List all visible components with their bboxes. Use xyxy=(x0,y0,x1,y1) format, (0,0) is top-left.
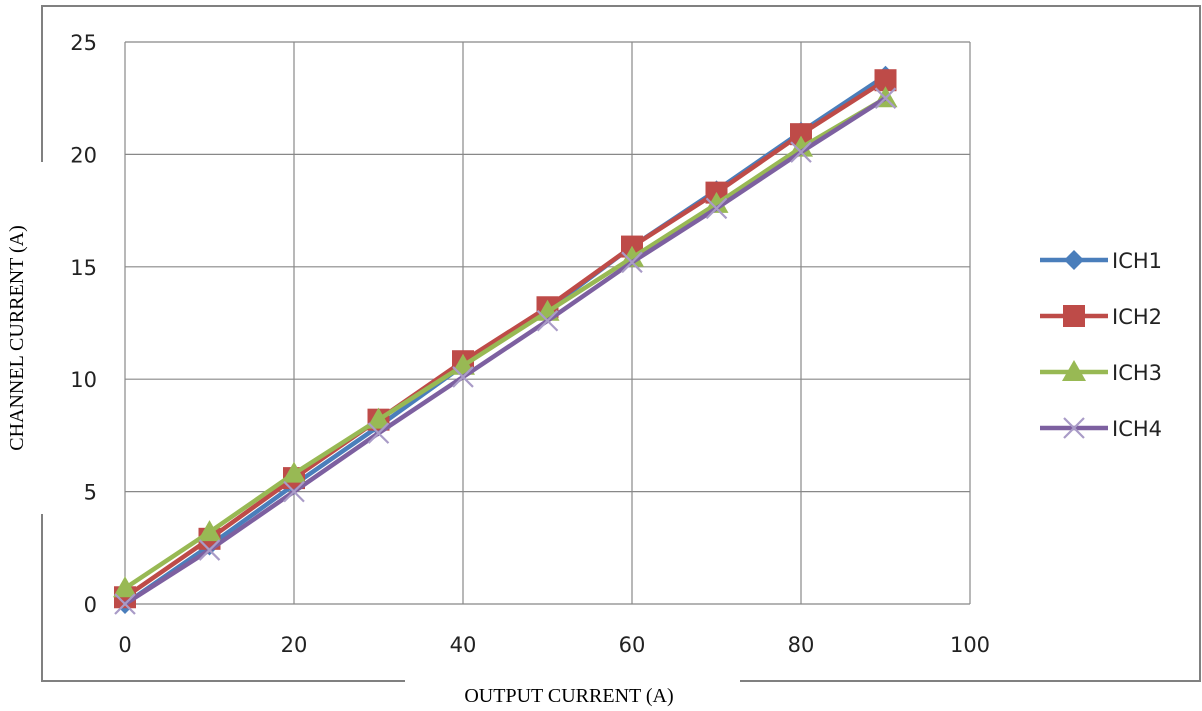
legend-marker xyxy=(1063,305,1085,327)
legend-marker xyxy=(1064,250,1084,270)
legend-label: ICH1 xyxy=(1112,249,1162,273)
y-tick-label: 0 xyxy=(84,593,97,617)
data-point-ich4 xyxy=(790,141,812,163)
data-point-ich4 xyxy=(536,309,559,332)
chart-frame xyxy=(41,5,1201,682)
y-tick-label: 10 xyxy=(70,368,97,392)
data-point-ich3 xyxy=(282,461,306,483)
x-tick-label: 80 xyxy=(788,633,815,657)
legend-item-ich1: ICH1 xyxy=(1040,249,1162,273)
y-tick-label: 20 xyxy=(70,143,97,167)
series-line-ich2 xyxy=(123,78,887,600)
series-ich3 xyxy=(113,86,898,598)
data-point-ich3 xyxy=(789,135,813,157)
legend-label: ICH4 xyxy=(1112,417,1162,441)
legend-label: ICH3 xyxy=(1112,361,1162,385)
series-ich4 xyxy=(114,87,897,615)
legend-item-ich2: ICH2 xyxy=(1040,305,1162,329)
x-tick-label: 100 xyxy=(950,633,990,657)
x-tick-label: 60 xyxy=(619,633,646,657)
data-point-ich4 xyxy=(367,422,390,444)
y-tick-label: 15 xyxy=(70,256,97,280)
y-tick-label: 5 xyxy=(84,481,97,505)
data-point-ich3 xyxy=(366,407,391,429)
data-point-ich4 xyxy=(705,197,728,220)
x-tick-label: 0 xyxy=(118,633,131,657)
data-point-ich2 xyxy=(874,69,897,92)
y-axis-title: CHANNEL CURRENT (A) xyxy=(6,225,28,451)
data-point-ich3 xyxy=(113,576,137,598)
x-tick-label: 40 xyxy=(450,633,477,657)
data-point-ich4 xyxy=(874,87,897,109)
x-axis-title: OUTPUT CURRENT (A) xyxy=(464,685,673,707)
y-tick-label: 25 xyxy=(70,31,97,55)
legend: ICH1 ICH2 ICH3 ICH4 xyxy=(1040,249,1162,441)
data-point-ich4 xyxy=(283,480,305,503)
data-point-ich2 xyxy=(790,123,812,146)
legend-label: ICH2 xyxy=(1112,305,1162,329)
legend-item-ich4: ICH4 xyxy=(1040,417,1162,441)
legend-marker xyxy=(1063,417,1085,439)
x-tick-label: 20 xyxy=(281,633,308,657)
data-point-ich3 xyxy=(620,245,644,267)
data-point-ich4 xyxy=(621,251,643,274)
series-line-ich3 xyxy=(123,96,887,591)
data-point-ich3 xyxy=(704,191,729,213)
legend-item-ich3: ICH3 xyxy=(1040,360,1162,385)
data-point-ich4 xyxy=(114,593,136,615)
data-point-ich4 xyxy=(198,539,221,561)
data-point-ich3 xyxy=(197,520,222,542)
series-line-ich4 xyxy=(123,96,887,606)
y-tick-labels: 0 5 10 15 20 25 xyxy=(70,31,97,617)
series-layer xyxy=(113,65,898,615)
legend-marker xyxy=(1062,360,1086,381)
x-tick-labels: 0 20 40 60 80 100 xyxy=(118,633,990,657)
data-point-ich4 xyxy=(452,366,474,388)
grid-lines xyxy=(124,41,971,605)
